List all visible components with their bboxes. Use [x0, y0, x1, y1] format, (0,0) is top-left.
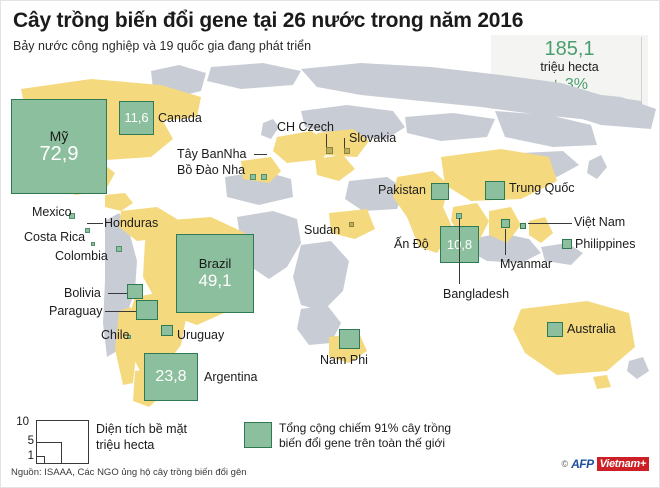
square-canada-value: 11,6 [124, 110, 149, 125]
square-china [485, 181, 505, 200]
legend-scale-5: 5 [27, 435, 34, 447]
label-portugal: Bồ Đào Nha [177, 163, 246, 177]
world-map-svg [1, 63, 659, 441]
dot-portugal [261, 174, 267, 180]
label-india: Ấn Độ [394, 237, 429, 251]
legend-area-caption: Diện tích bề mặt triệu hecta [96, 421, 187, 453]
square-us-name: Mỹ [49, 128, 69, 144]
legend-coverage-line1: Tổng cộng chiếm 91% cây trồng [279, 421, 452, 435]
legend-scale-10: 10 [16, 416, 29, 428]
leader-bangladesh [459, 218, 460, 284]
square-uruguay [161, 325, 173, 336]
map-landmasses-other [1, 63, 659, 441]
copyright-icon: © [561, 458, 569, 469]
label-mexico: Mexico [32, 205, 72, 219]
dot-czech [326, 147, 333, 154]
square-brazil-value: 49,1 [198, 271, 232, 290]
afp-logo-text: AFP [571, 456, 594, 471]
label-vietnam: Việt Nam [574, 215, 626, 229]
leader-spain [254, 154, 267, 155]
leader-slovakia [344, 138, 345, 148]
label-paraguay: Paraguay [49, 304, 103, 318]
label-australia: Australia [567, 322, 616, 336]
dot-mexico [69, 213, 75, 219]
label-canada: Canada [158, 111, 202, 125]
label-honduras: Honduras [104, 216, 159, 230]
leader-czech [326, 134, 327, 147]
label-sudan: Sudan [304, 223, 341, 237]
square-myanmar [501, 219, 510, 228]
legend-box-1 [36, 456, 45, 464]
legend-size-scale [36, 420, 89, 464]
label-czech: CH Czech [277, 120, 334, 134]
square-brazil: Brazil 49,1 [176, 234, 254, 313]
square-us-value: 72,9 [39, 143, 79, 165]
dot-honduras [85, 228, 90, 233]
square-philippines [562, 239, 572, 249]
leader-bolivia [108, 293, 127, 294]
source-note: Nguồn: ISAAA, Các NGO ủng hộ cây trồng b… [11, 467, 247, 478]
legend-box-5 [36, 442, 62, 464]
vietnamplus-logo-text: Vietnam+ [596, 456, 649, 471]
legend-area-line2: triệu hecta [96, 438, 155, 452]
label-myanmar: Myanmar [500, 257, 553, 271]
afp-credit: © AFP Vietnam+ [561, 456, 649, 471]
dot-chile [127, 335, 131, 339]
square-us: Mỹ 72,9 [11, 99, 107, 194]
legend-area-line1: Diện tích bề mặt [96, 422, 188, 436]
world-map [1, 61, 659, 456]
total-unit: triệu hecta [540, 60, 599, 74]
label-bolivia: Bolivia [64, 286, 101, 300]
label-south-africa: Nam Phi [320, 353, 368, 367]
legend-coverage-line2: biến đổi gene trên toàn thế giới [279, 436, 445, 450]
label-uruguay: Uruguay [177, 328, 225, 342]
square-australia [547, 322, 563, 337]
label-argentina: Argentina [204, 370, 258, 384]
label-bangladesh: Bangladesh [443, 287, 510, 301]
square-argentina: 23,8 [144, 353, 198, 401]
label-chile: Chile [101, 328, 130, 342]
leader-myanmar [505, 229, 506, 255]
square-vietnam [520, 223, 526, 229]
label-slovakia: Slovakia [349, 131, 397, 145]
statbox-divider [641, 37, 642, 107]
square-argentina-value: 23,8 [155, 368, 187, 385]
label-pakistan: Pakistan [378, 183, 426, 197]
dot-slovakia [344, 148, 350, 154]
square-pakistan [431, 183, 449, 200]
label-colombia: Colombia [55, 249, 108, 263]
leader-vietnam [528, 223, 572, 224]
dot-sudan [349, 222, 354, 227]
square-south-africa [339, 329, 360, 349]
square-bolivia [127, 284, 143, 299]
legend-swatch-green [244, 422, 272, 448]
square-canada: 11,6 [119, 101, 154, 135]
legend-coverage-caption: Tổng cộng chiếm 91% cây trồng biến đổi g… [279, 421, 451, 451]
label-china: Trung Quốc [509, 181, 575, 195]
label-spain: Tây BanNha [177, 147, 247, 161]
leader-paraguay [105, 311, 136, 312]
square-paraguay [136, 300, 158, 320]
label-costa-rica: Costa Rica [24, 230, 86, 244]
total-value: 185,1 [544, 38, 595, 60]
dot-spain [250, 174, 256, 180]
leader-honduras [87, 223, 103, 224]
page-subtitle: Bảy nước công nghiệp và 19 quốc gia đang… [13, 39, 312, 53]
dot-costa-rica [91, 242, 95, 246]
square-brazil-name: Brazil [198, 256, 232, 271]
page-title: Cây trồng biến đổi gene tại 26 nước tron… [13, 9, 524, 32]
label-philippines: Philippines [575, 237, 636, 251]
dot-colombia [116, 246, 122, 252]
legend-scale-1: 1 [27, 450, 34, 462]
